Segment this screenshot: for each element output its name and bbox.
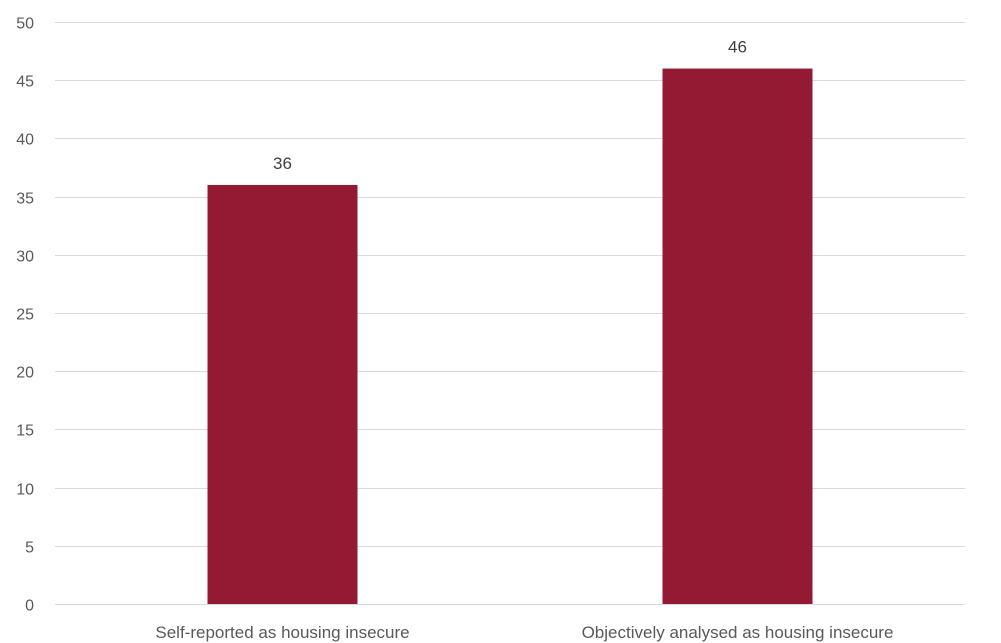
bar-value-label: 36 (273, 154, 292, 173)
x-axis-categories: Self-reported as housing insecure Objecti… (155, 623, 893, 642)
y-axis-ticks: 0 5 10 15 20 25 30 35 40 45 50 (16, 16, 34, 615)
y-tick-label: 25 (16, 307, 34, 324)
y-tick-label: 45 (16, 74, 34, 91)
y-tick-label: 40 (16, 132, 34, 149)
bar (662, 68, 813, 604)
y-tick-label: 5 (25, 540, 34, 557)
gridlines (55, 22, 965, 605)
bar-value-label: 46 (728, 38, 747, 57)
data-labels: 36 46 (273, 38, 747, 173)
x-category-label: Self-reported as housing insecure (155, 623, 409, 642)
y-tick-label: 50 (16, 16, 34, 33)
x-category-label: Objectively analysed as housing insecure (582, 623, 894, 642)
y-tick-label: 20 (16, 365, 34, 382)
y-tick-label: 15 (16, 423, 34, 440)
y-tick-label: 10 (16, 482, 34, 499)
y-tick-label: 30 (16, 249, 34, 266)
bar (207, 184, 358, 604)
y-tick-label: 0 (25, 598, 34, 615)
y-tick-label: 35 (16, 191, 34, 208)
bars (207, 68, 813, 604)
